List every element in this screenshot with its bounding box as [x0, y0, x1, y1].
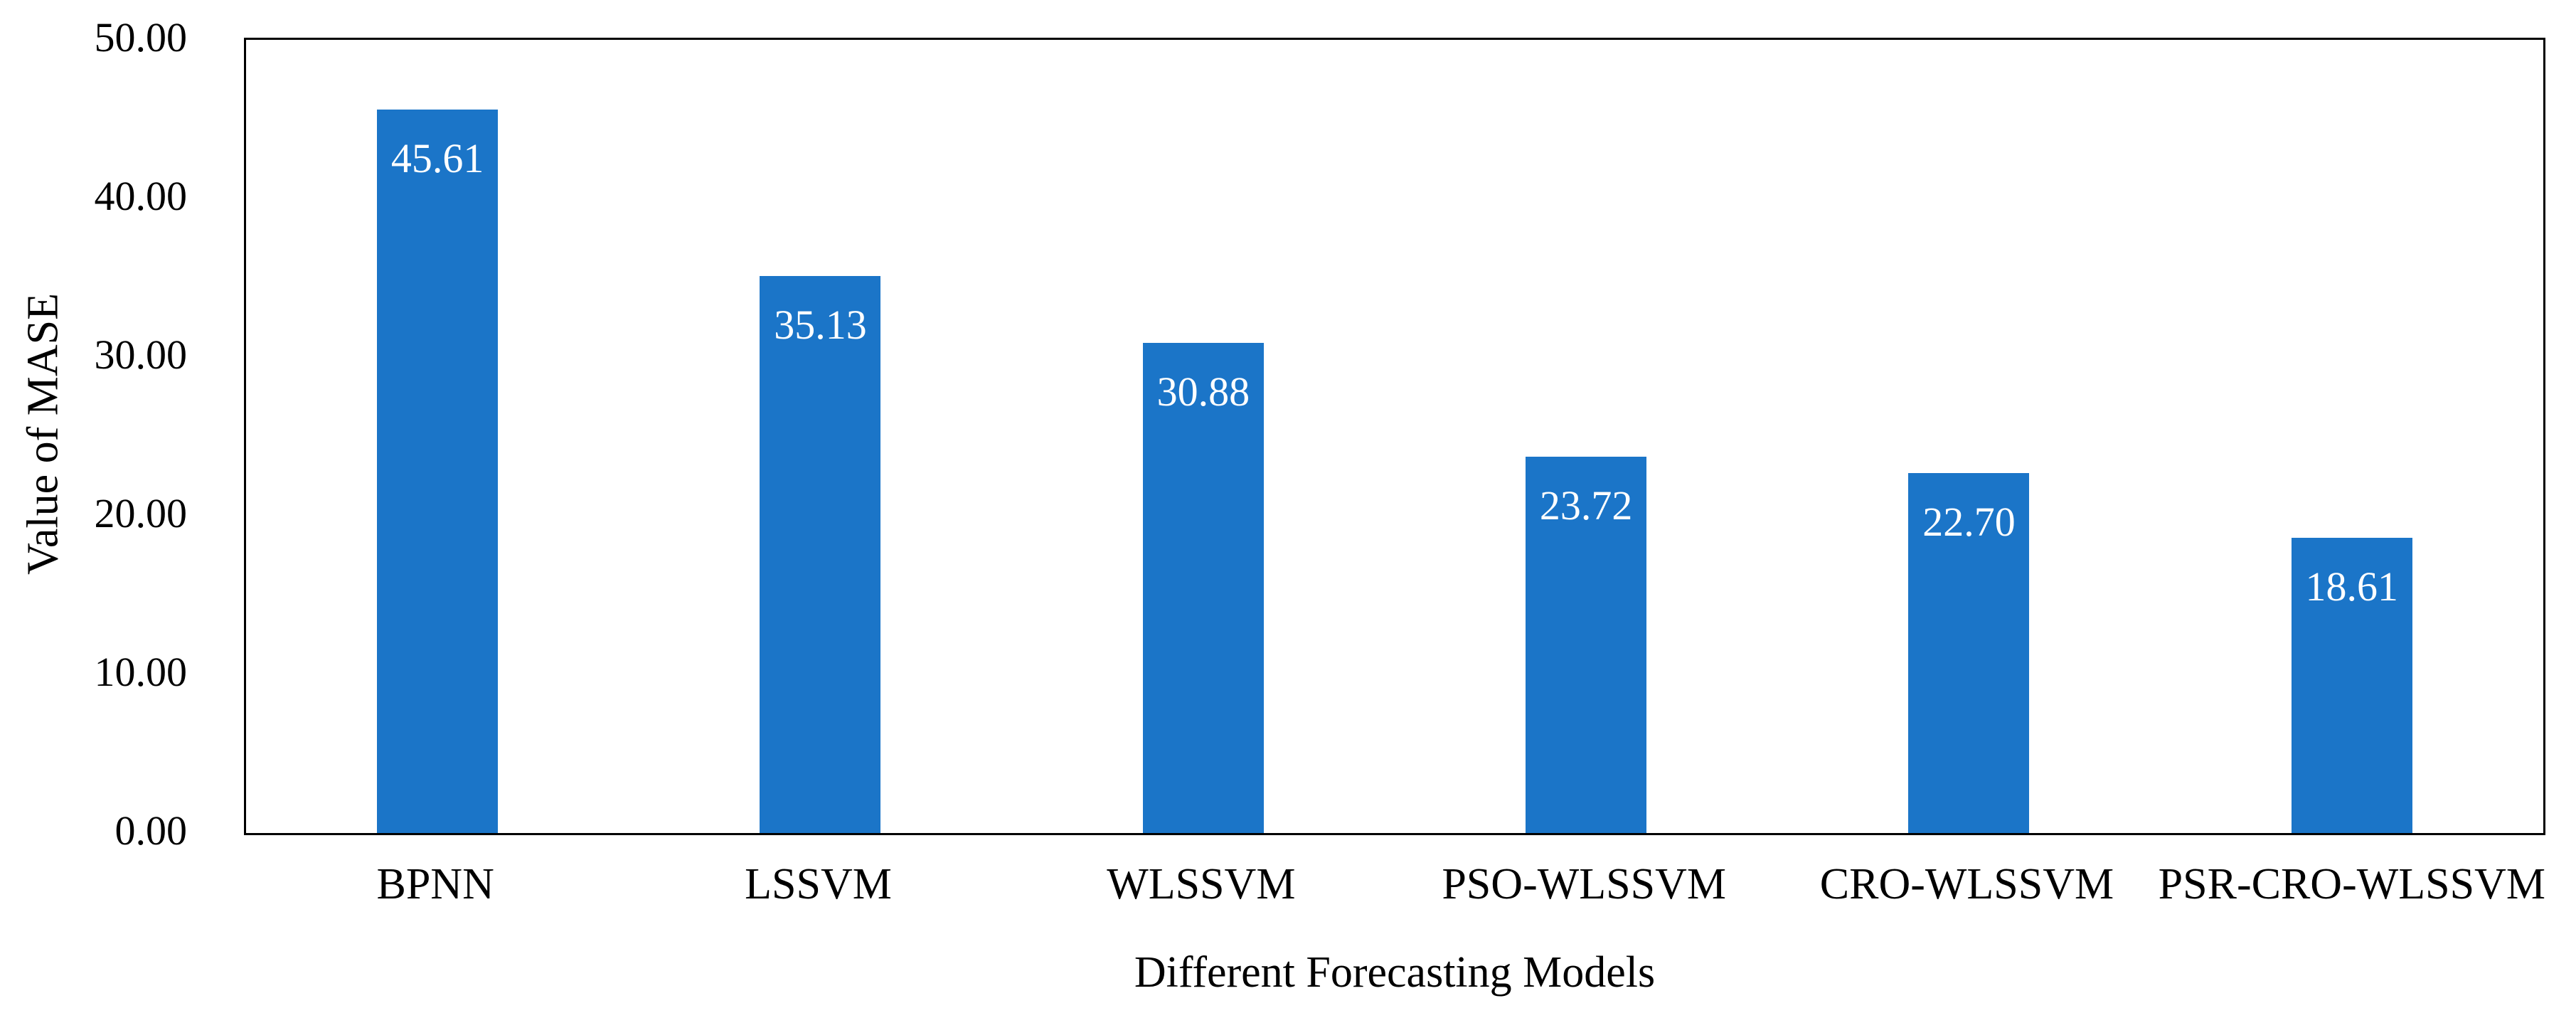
bar: 35.13 [760, 275, 881, 833]
bar: 18.61 [2291, 538, 2412, 833]
x-category-label: CRO-WLSSVM [1819, 860, 2114, 908]
x-category-label: PSO-WLSSVM [1442, 860, 1726, 908]
bar-value-label: 22.70 [1922, 498, 2016, 545]
bar: 45.61 [377, 109, 499, 833]
x-category-label: WLSSVM [1107, 860, 1296, 908]
y-tick-label: 0.00 [115, 807, 188, 854]
y-tick-label: 30.00 [94, 332, 188, 378]
x-axis-title: Different Forecasting Models [1134, 948, 1656, 997]
bar-value-label: 18.61 [2305, 563, 2399, 610]
bar-slot: 22.70 [1777, 40, 2160, 833]
bar-value-label: 23.72 [1539, 482, 1633, 529]
y-tick-label: 10.00 [94, 649, 188, 695]
bar: 22.70 [1908, 472, 2030, 833]
bar-value-label: 30.88 [1156, 368, 1250, 415]
bar-slot: 23.72 [1395, 40, 1777, 833]
x-axis-category-labels: BPNN LSSVM WLSSVM PSO-WLSSVM CRO-WLSSVM PSR-C… [244, 859, 2545, 909]
bar-slot: 30.88 [1012, 40, 1395, 833]
x-category-label: LSSVM [745, 860, 892, 908]
bar: 23.72 [1526, 457, 1647, 833]
bar-slot: 18.61 [2161, 40, 2543, 833]
y-tick-label: 50.00 [94, 14, 188, 60]
bar-slot: 45.61 [246, 40, 629, 833]
bar: 30.88 [1142, 343, 1264, 833]
bar-value-label: 35.13 [774, 301, 867, 348]
bar-slot: 35.13 [629, 40, 1011, 833]
bar-series: 45.61 35.13 30.88 23.72 22.70 18.61 [246, 40, 2543, 833]
y-tick-label: 40.00 [94, 173, 188, 219]
bar-value-label: 45.61 [390, 134, 484, 181]
x-category-label: BPNN [376, 860, 494, 908]
plot-area: 45.61 35.13 30.88 23.72 22.70 18.61 [244, 38, 2545, 835]
x-category-label: PSR-CRO-WLSSVM [2158, 860, 2545, 908]
y-tick-label: 20.00 [94, 490, 188, 536]
y-axis-title: Value of MASE [18, 292, 68, 576]
